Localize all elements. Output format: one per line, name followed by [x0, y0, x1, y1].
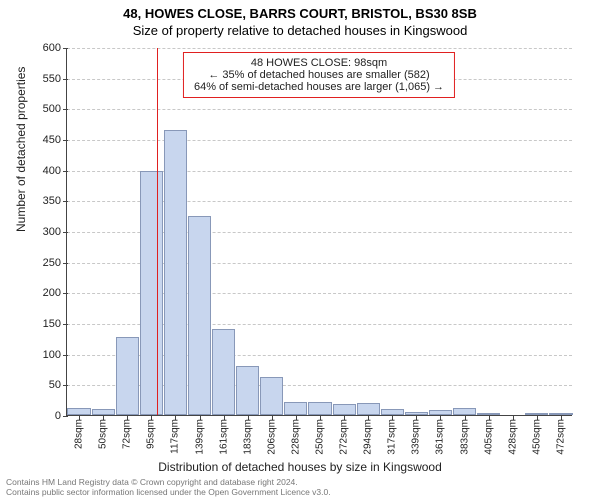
histogram-bar — [453, 408, 476, 415]
annotation-line3: 64% of semi-detached houses are larger (… — [194, 81, 444, 93]
histogram-bar — [188, 216, 211, 415]
x-axis-label: Distribution of detached houses by size … — [0, 460, 600, 474]
x-tick-label: 139sqm — [194, 415, 205, 455]
x-tick-label: 428sqm — [507, 415, 518, 455]
y-tick-label: 350 — [43, 195, 67, 207]
histogram-bar — [116, 337, 139, 416]
footer-credits: Contains HM Land Registry data © Crown c… — [6, 478, 331, 498]
histogram-bar — [164, 130, 187, 415]
histogram-bar — [357, 403, 380, 415]
y-tick-label: 200 — [43, 287, 67, 299]
histogram-bar — [308, 402, 331, 415]
y-tick-label: 300 — [43, 226, 67, 238]
y-tick-label: 0 — [55, 410, 67, 422]
y-tick-label: 250 — [43, 257, 67, 269]
histogram-bar — [212, 329, 235, 415]
x-tick-label: 294sqm — [363, 415, 374, 455]
x-tick-label: 183sqm — [242, 415, 253, 455]
y-tick-label: 400 — [43, 165, 67, 177]
annotation-box: 48 HOWES CLOSE: 98sqm ← 35% of detached … — [183, 52, 455, 98]
x-tick-label: 272sqm — [339, 415, 350, 455]
y-tick-label: 450 — [43, 134, 67, 146]
y-tick-label: 150 — [43, 318, 67, 330]
x-tick-label: 72sqm — [122, 415, 133, 449]
histogram-bar — [260, 377, 283, 415]
x-tick-label: 405sqm — [483, 415, 494, 455]
x-tick-label: 117sqm — [170, 415, 181, 454]
x-tick-label: 50sqm — [98, 415, 109, 449]
x-tick-label: 161sqm — [218, 415, 229, 455]
x-tick-label: 339sqm — [411, 415, 422, 455]
page-title: 48, HOWES CLOSE, BARRS COURT, BRISTOL, B… — [0, 6, 600, 21]
x-tick-label: 361sqm — [435, 415, 446, 455]
histogram-bar — [284, 402, 307, 415]
y-tick-label: 600 — [43, 42, 67, 54]
x-tick-label: 95sqm — [146, 415, 157, 449]
histogram-bar — [67, 408, 90, 415]
annotation-line1: 48 HOWES CLOSE: 98sqm — [194, 57, 444, 69]
gridline — [67, 140, 572, 141]
gridline — [67, 109, 572, 110]
page-subtitle: Size of property relative to detached ho… — [0, 23, 600, 38]
x-tick-label: 317sqm — [387, 415, 398, 455]
plot-region: 05010015020025030035040045050055060028sq… — [66, 48, 572, 416]
histogram-chart: 05010015020025030035040045050055060028sq… — [66, 48, 572, 416]
y-tick-label: 50 — [49, 379, 67, 391]
y-tick-label: 500 — [43, 103, 67, 115]
x-tick-label: 228sqm — [290, 415, 301, 455]
x-tick-label: 250sqm — [315, 415, 326, 455]
histogram-bar — [140, 171, 163, 415]
footer-line2: Contains public sector information licen… — [6, 488, 331, 498]
x-tick-label: 206sqm — [266, 415, 277, 455]
x-tick-label: 28sqm — [74, 415, 85, 449]
x-tick-label: 383sqm — [459, 415, 470, 455]
histogram-bar — [236, 366, 259, 415]
reference-line — [157, 48, 158, 415]
gridline — [67, 48, 572, 49]
y-tick-label: 100 — [43, 349, 67, 361]
y-axis-label: Number of detached properties — [14, 67, 28, 232]
histogram-bar — [333, 404, 356, 415]
x-tick-label: 472sqm — [555, 415, 566, 455]
y-tick-label: 550 — [43, 73, 67, 85]
annotation-line2: ← 35% of detached houses are smaller (58… — [194, 69, 444, 81]
x-tick-label: 450sqm — [531, 415, 542, 455]
